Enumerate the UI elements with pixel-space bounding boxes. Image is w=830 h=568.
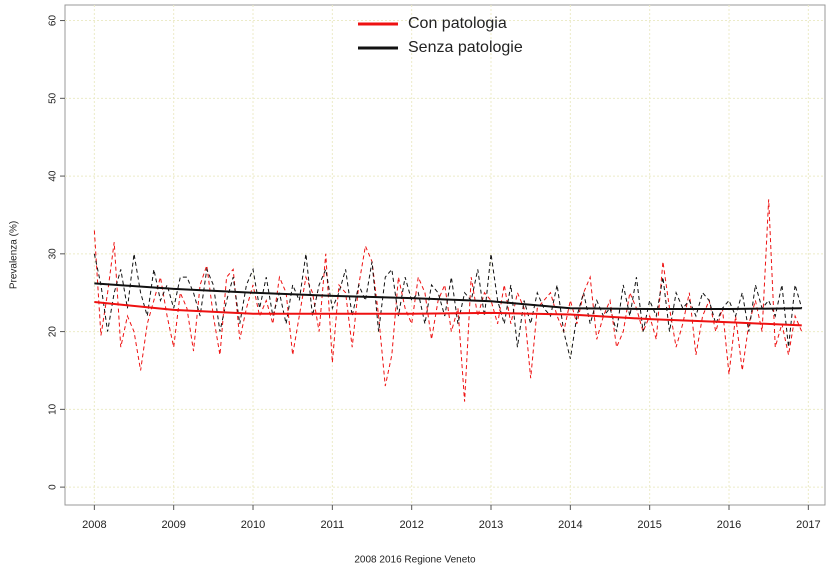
monthly-line	[93, 253, 803, 359]
trend-line	[94, 282, 802, 311]
x-axis-label: 2008 2016 Regione Veneto	[354, 555, 476, 566]
x-tick-label: 2017	[796, 519, 820, 531]
trend-line	[94, 301, 802, 327]
x-tick-label: 2015	[637, 519, 661, 531]
legend-label: Senza patologie	[408, 39, 523, 56]
plot-frame	[64, 4, 826, 506]
x-tick-label: 2016	[717, 519, 741, 531]
x-tick-label: 2012	[399, 519, 423, 531]
y-tick-label: 0	[48, 484, 59, 490]
y-tick-label: 50	[48, 92, 59, 104]
y-tick-label: 30	[48, 248, 59, 260]
x-tick-label: 2009	[161, 519, 185, 531]
y-axis-label: Prevalenza (%)	[9, 221, 20, 289]
legend-label: Con patologia	[408, 15, 507, 32]
y-tick-label: 10	[48, 403, 59, 415]
monthly-line	[93, 199, 803, 402]
x-tick-label: 2013	[479, 519, 503, 531]
y-tick-label: 60	[48, 15, 59, 27]
y-tick-label: 40	[48, 170, 59, 182]
x-tick-label: 2010	[241, 519, 265, 531]
x-tick-label: 2008	[82, 519, 106, 531]
x-tick-label: 2014	[558, 519, 582, 531]
x-tick-label: 2011	[321, 519, 345, 531]
y-tick-label: 20	[48, 326, 59, 338]
